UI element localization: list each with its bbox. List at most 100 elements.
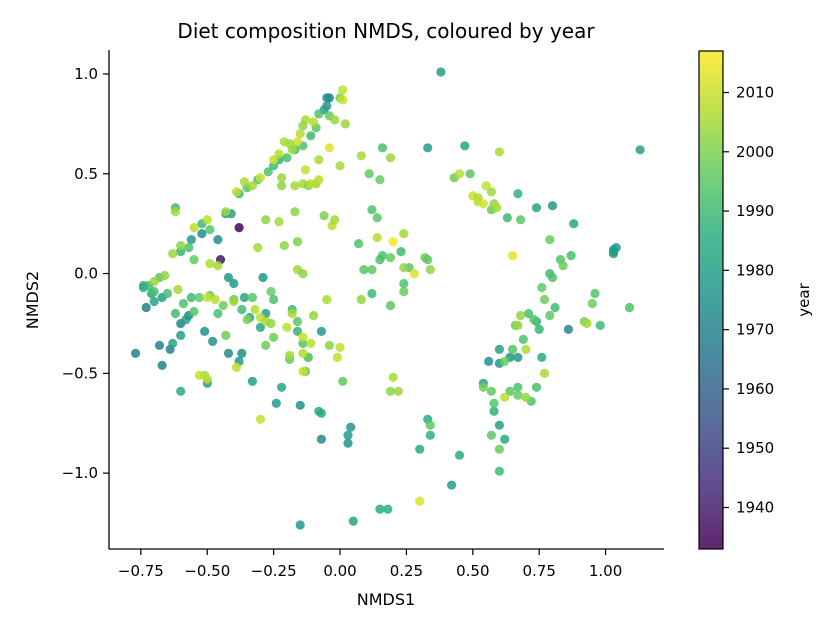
scatter-point: [239, 292, 249, 303]
scatter-point: [537, 282, 547, 293]
scatter-point: [590, 288, 600, 299]
scatter-point: [208, 336, 218, 346]
scatter-point: [545, 310, 555, 321]
scatter-point: [292, 316, 303, 327]
scatter-point: [494, 420, 504, 430]
y-tick-label: −1.0: [62, 464, 98, 482]
scatter-point: [202, 374, 212, 384]
scatter-point: [335, 161, 345, 171]
scatter-point: [322, 294, 332, 305]
scatter-point: [377, 143, 388, 153]
scatter-point: [181, 314, 191, 325]
scatter-point: [176, 241, 186, 251]
scatter-point: [529, 314, 539, 325]
scatter-point: [223, 272, 234, 283]
scatter-point: [383, 504, 393, 514]
scatter-point: [298, 121, 308, 131]
colorbar-gradient: [699, 51, 723, 549]
scatter-point: [149, 276, 159, 287]
scatter-point: [547, 201, 558, 211]
scatter-point: [189, 306, 199, 317]
scatter-point: [306, 338, 316, 348]
scatter-point: [178, 298, 188, 309]
scatter-point: [308, 310, 319, 321]
scatter-point: [319, 211, 329, 221]
scatter-point: [282, 322, 292, 332]
scatter-point: [550, 302, 560, 313]
scatter-point: [478, 199, 488, 209]
x-axis-label: NMDS1: [357, 590, 415, 609]
scatter-point: [247, 292, 257, 303]
scatter-point: [189, 223, 199, 233]
scatter-point: [531, 382, 542, 392]
scatter-point: [494, 444, 504, 454]
scatter-point: [359, 265, 369, 275]
scatter-point: [356, 294, 366, 305]
scatter-point: [385, 300, 396, 311]
scatter-point: [261, 340, 271, 350]
scatter-point: [258, 272, 268, 283]
x-tick-label: 0.50: [456, 562, 489, 580]
scatter-point: [513, 189, 523, 199]
scatter-point: [500, 434, 510, 444]
scatter-point: [481, 181, 491, 191]
scatter-point: [149, 296, 159, 307]
y-tick-label: −0.5: [62, 364, 98, 382]
scatter-point: [292, 137, 303, 147]
scatter-point: [141, 302, 151, 313]
scatter-point: [393, 386, 403, 396]
y-tick-label: 0.5: [74, 165, 98, 183]
scatter-point: [213, 308, 223, 319]
scatter-point: [292, 326, 303, 336]
scatter-point: [330, 215, 340, 225]
scatter-point: [277, 173, 287, 183]
scatter-point: [261, 215, 271, 225]
scatter-point: [330, 115, 340, 125]
scatter-point: [300, 165, 311, 175]
scatter-point: [502, 213, 512, 223]
scatter-point: [194, 370, 204, 380]
scatter-point: [454, 169, 465, 179]
scatter-point: [340, 119, 350, 129]
scatter-point: [269, 155, 279, 165]
scatter-point: [494, 147, 504, 157]
scatter-point: [494, 344, 504, 354]
scatter-point: [505, 386, 515, 396]
scatter-point: [569, 219, 579, 229]
scatter-point: [202, 292, 212, 303]
scatter-point: [332, 352, 342, 362]
scatter-point: [375, 175, 385, 185]
scatter-point: [486, 187, 496, 197]
colorbar-tick-label: 1960: [736, 380, 774, 398]
scatter-point: [372, 213, 382, 223]
scatter-point: [314, 175, 324, 185]
scatter-point: [635, 145, 645, 155]
scatter-point: [308, 117, 319, 127]
scatter-point: [285, 350, 295, 360]
scatter-point: [372, 233, 382, 243]
scatter-point: [423, 255, 433, 265]
y-tick-label: 1.0: [74, 65, 98, 83]
scatter-point: [465, 169, 475, 179]
scatter-point: [277, 181, 287, 191]
scatter-point: [324, 340, 334, 350]
scatter-point: [338, 95, 348, 105]
scatter-point: [213, 261, 223, 271]
scatter-point: [624, 302, 635, 313]
x-tick-label: 0.00: [323, 562, 356, 580]
scatter-point: [516, 310, 526, 321]
scatter-point: [415, 496, 425, 506]
scatter-point: [385, 253, 396, 263]
scatter-point: [500, 392, 510, 402]
scatter-point: [338, 85, 348, 95]
scatter-point: [237, 304, 247, 315]
scatter-point: [239, 177, 249, 187]
colorbar-frame: [698, 50, 724, 550]
scatter-point: [425, 265, 435, 275]
scatter-point: [516, 215, 526, 225]
scatter-point: [409, 269, 419, 279]
scatter-point: [229, 296, 239, 307]
scatter-point: [364, 169, 374, 179]
scatter-point: [149, 286, 159, 297]
